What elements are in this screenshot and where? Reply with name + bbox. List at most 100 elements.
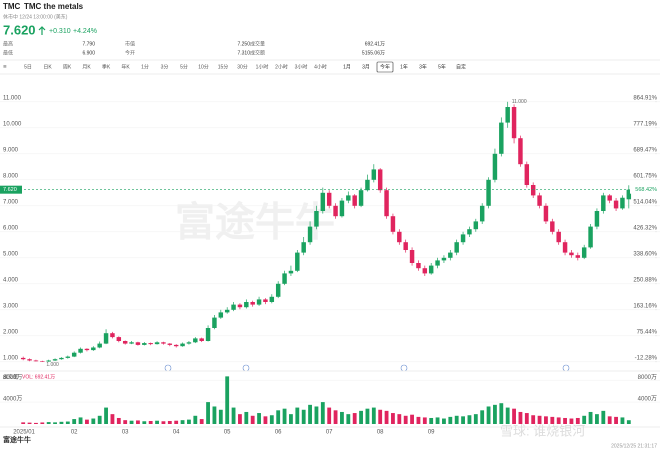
period-tab[interactable]: 3分: [161, 63, 169, 70]
x-tick-label: 03: [122, 430, 129, 436]
volume-bar: [136, 420, 140, 424]
volume-bar: [116, 417, 121, 424]
volume-bar: [582, 415, 587, 424]
range-tab[interactable]: 1月: [343, 64, 351, 70]
candle-body: [473, 221, 479, 230]
volume-bar: [391, 413, 395, 424]
volume-bar: [161, 421, 166, 424]
volume-bar: [167, 420, 172, 424]
candle-body: [333, 205, 338, 217]
volume-bar: [180, 420, 185, 424]
period-tab[interactable]: 10分: [198, 63, 209, 70]
volume-bar: [550, 416, 555, 424]
candle-body: [161, 342, 166, 344]
range-tab[interactable]: 5年: [438, 63, 446, 70]
candle-body: [467, 229, 472, 235]
y-tick-label: 5.000: [3, 251, 19, 257]
y2-tick-label: 777.19%: [633, 121, 657, 127]
candle-body: [511, 107, 517, 139]
volume-bar: [295, 407, 300, 424]
period-tab[interactable]: 5分: [180, 63, 188, 70]
candle-body: [40, 361, 45, 362]
candle-body: [135, 342, 141, 345]
stat-label: 成交量: [250, 40, 265, 47]
period-tab[interactable]: 5日: [24, 64, 32, 70]
period-tab[interactable]: 日K: [43, 64, 52, 70]
volume-bar: [276, 410, 281, 424]
volume-bar: [505, 407, 510, 424]
menu-icon[interactable]: ≡: [3, 65, 7, 71]
candle-body: [454, 242, 459, 253]
range-tab[interactable]: 3年: [419, 63, 427, 70]
candle-body: [518, 138, 523, 165]
volume-bar: [461, 416, 465, 424]
range-tab[interactable]: 3月: [362, 64, 370, 70]
candle-body: [479, 205, 485, 222]
candle-body: [122, 341, 128, 344]
x-tick-label: 07: [326, 430, 333, 436]
stat-label: 今开: [125, 49, 135, 56]
candle-body: [180, 343, 185, 347]
volume-bar: [626, 420, 631, 424]
candle-body: [543, 205, 549, 222]
change: +0.310: [49, 28, 71, 35]
y-tick-label: 10.000: [3, 121, 22, 127]
period-tab[interactable]: 30分: [237, 63, 248, 70]
period-tab[interactable]: 1分: [141, 63, 149, 70]
stat-label: 最低: [3, 49, 13, 56]
stat-label: 最高: [3, 40, 13, 47]
stock-name: TMC the metals: [24, 2, 84, 11]
volume-bar: [518, 411, 523, 424]
candle-body: [173, 344, 179, 347]
candle-body: [384, 190, 389, 217]
volume-bar: [320, 402, 325, 424]
ticker: TMC: [3, 2, 21, 11]
candle-body: [237, 304, 243, 308]
candle-body: [250, 302, 255, 305]
period-tab[interactable]: 周K: [63, 64, 72, 70]
volume-bar: [595, 414, 599, 424]
x-tick-label: 05: [224, 430, 231, 436]
y2-tick-label: 163.16%: [633, 303, 657, 309]
period-tab[interactable]: 4小时: [314, 63, 327, 70]
volume-bar: [27, 422, 32, 424]
candle-body: [275, 283, 281, 297]
volume-bar: [97, 415, 102, 424]
volume-bar: [110, 414, 115, 424]
x-tick-label: 09: [428, 430, 435, 436]
volume-bar: [416, 416, 421, 424]
candle-body: [231, 304, 236, 310]
max-label: 11.000: [512, 99, 527, 105]
candle-body: [524, 164, 530, 185]
candle-body: [91, 347, 96, 351]
candle-body: [607, 195, 612, 201]
candle-body: [84, 348, 90, 351]
volume-bar: [531, 415, 536, 424]
y2-tick-label: 601.75%: [633, 173, 657, 179]
y-tick-label: 8.000: [3, 173, 19, 179]
period-tab[interactable]: 季K: [102, 63, 111, 70]
candle-body: [435, 260, 440, 266]
period-tab[interactable]: 3小时: [295, 63, 308, 70]
period-tab[interactable]: 年K: [121, 63, 130, 70]
y-tick-label: 6.000: [3, 225, 19, 231]
range-tab[interactable]: 自定: [456, 63, 466, 70]
candle-body: [320, 192, 326, 211]
candle-body: [307, 226, 313, 243]
volume-tick-label: 4000万: [3, 396, 22, 403]
x-tick-label: 04: [173, 430, 180, 436]
period-tab[interactable]: 15分: [218, 63, 229, 70]
period-tab[interactable]: 月K: [82, 64, 91, 70]
y2-tick-label: 75.44%: [637, 329, 658, 335]
period-tab[interactable]: 2小时: [275, 63, 288, 70]
period-tab[interactable]: 1小时: [256, 63, 269, 70]
candle-body: [626, 189, 632, 200]
volume-bar: [435, 417, 440, 424]
volume-bar: [193, 415, 198, 424]
volume-bar: [575, 417, 580, 424]
range-tab[interactable]: 1年: [400, 63, 408, 70]
volume-bar: [346, 414, 351, 424]
volume-bar: [563, 417, 567, 424]
range-tab[interactable]: 今年: [380, 63, 390, 70]
